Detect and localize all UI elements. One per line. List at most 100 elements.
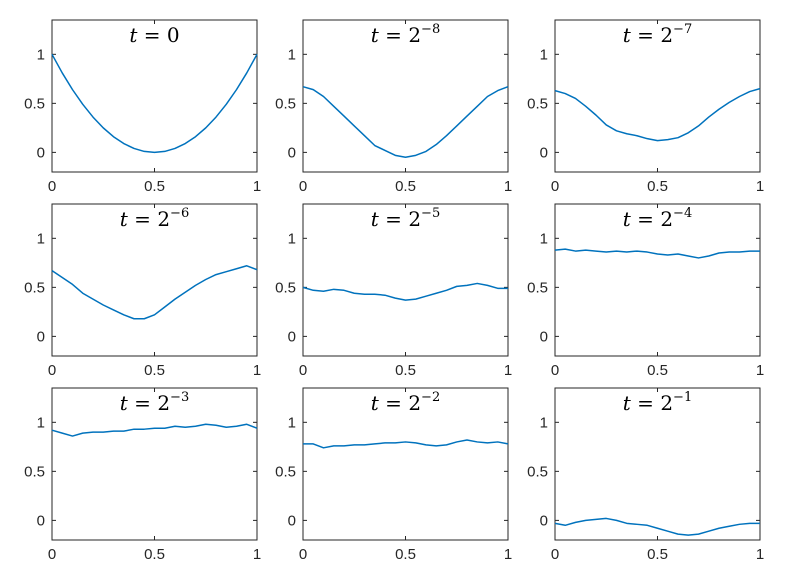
title-variable: t xyxy=(371,391,380,415)
y-tick-label: 0.5 xyxy=(275,95,296,112)
y-tick-label: 1 xyxy=(540,414,548,431)
y-tick-label: 1 xyxy=(288,46,296,63)
series-line xyxy=(302,282,508,301)
y-tick-label: 0 xyxy=(288,512,296,529)
title-exponent: −6 xyxy=(170,206,189,221)
title-exponent: −2 xyxy=(421,390,440,405)
x-tick-label: 0.5 xyxy=(144,178,165,195)
x-tick-label: 1 xyxy=(756,178,764,195)
series-line xyxy=(51,423,258,437)
y-tick-label: 0.5 xyxy=(527,95,548,112)
x-tick-label: 1 xyxy=(756,546,764,563)
y-tick-label: 1 xyxy=(540,230,548,247)
y-tick-label: 0 xyxy=(540,512,548,529)
panel-title: t = 2−4 xyxy=(623,206,692,231)
y-tick-label: 0 xyxy=(37,144,45,161)
y-tick-label: 0.5 xyxy=(527,463,548,480)
x-tick-label: 0.5 xyxy=(647,362,668,379)
y-tick-label: 1 xyxy=(288,230,296,247)
y-tick-label: 0 xyxy=(288,328,296,345)
y-tick-label: 0 xyxy=(288,144,296,161)
y-tick-label: 0 xyxy=(540,144,548,161)
x-tick-label: 1 xyxy=(504,362,512,379)
y-tick-label: 1 xyxy=(37,46,45,63)
panel-9: 0 0.5 1 0 0.5 1 t = 2−1 xyxy=(527,387,764,563)
title-variable: t xyxy=(129,23,138,47)
title-base: 2 xyxy=(157,391,170,415)
title-variable: t xyxy=(623,391,632,415)
panel-title: t = 2−1 xyxy=(623,390,692,415)
title-variable: t xyxy=(120,207,129,231)
panel-title: t = 2−3 xyxy=(120,390,189,415)
title-base: 2 xyxy=(408,391,421,415)
x-tick-label: 1 xyxy=(253,546,261,563)
panel-4: 0 0.5 1 0 0.5 1 t = 2−6 xyxy=(24,203,261,379)
x-tick-label: 0.5 xyxy=(395,362,416,379)
y-tick-label: 0 xyxy=(37,512,45,529)
y-tick-label: 0 xyxy=(540,328,548,345)
x-tick-label: 0 xyxy=(48,546,56,563)
title-equals: = xyxy=(379,23,408,47)
panel-title: t = 2−2 xyxy=(371,390,440,415)
title-base: 2 xyxy=(408,23,421,47)
series-line xyxy=(303,439,509,449)
title-equals: = xyxy=(379,207,408,231)
title-exponent: −5 xyxy=(421,206,440,221)
title-variable: t xyxy=(371,207,380,231)
x-tick-label: 0 xyxy=(551,178,559,195)
y-tick-label: 0.5 xyxy=(24,279,45,296)
title-equals: = xyxy=(631,207,660,231)
title-exponent: −7 xyxy=(673,22,692,37)
x-tick-label: 0.5 xyxy=(647,546,668,563)
x-tick-label: 0.5 xyxy=(395,546,416,563)
y-tick-label: 0.5 xyxy=(275,463,296,480)
x-tick-label: 0 xyxy=(48,178,56,195)
title-base: 2 xyxy=(660,391,673,415)
x-tick-label: 0.5 xyxy=(144,546,165,563)
panel-1: 0 0.5 1 0 0.5 1 t = 0 xyxy=(24,19,261,195)
title-base: 2 xyxy=(408,207,421,231)
title-variable: t xyxy=(623,23,632,47)
title-base: 2 xyxy=(660,23,673,47)
x-tick-label: 0.5 xyxy=(647,178,668,195)
title-variable: t xyxy=(120,391,129,415)
title-equals: = xyxy=(379,391,408,415)
panel-title: t = 0 xyxy=(129,23,179,47)
x-tick-label: 0.5 xyxy=(144,362,165,379)
x-tick-label: 0 xyxy=(551,546,559,563)
x-tick-label: 0 xyxy=(299,546,307,563)
y-tick-label: 0 xyxy=(37,328,45,345)
series-line xyxy=(51,265,258,320)
panel-title: t = 2−8 xyxy=(371,22,440,47)
x-tick-label: 0 xyxy=(48,362,56,379)
series-line xyxy=(554,248,760,259)
title-variable: t xyxy=(623,207,632,231)
title-exponent: −3 xyxy=(170,390,189,405)
x-tick-label: 1 xyxy=(253,178,261,195)
title-variable: t xyxy=(371,23,380,47)
y-tick-label: 1 xyxy=(37,230,45,247)
title-base: 2 xyxy=(157,207,170,231)
title-equals: = xyxy=(631,23,660,47)
series-line xyxy=(554,87,761,142)
title-exponent: −4 xyxy=(673,206,692,221)
panel-7: 0 0.5 1 0 0.5 1 t = 2−3 xyxy=(24,387,261,563)
title-base: 2 xyxy=(660,207,673,231)
x-tick-label: 1 xyxy=(504,546,512,563)
panel-8: 0 0.5 1 0 0.5 1 t = 2−2 xyxy=(275,387,512,563)
title-equals: = xyxy=(137,23,166,47)
y-tick-label: 1 xyxy=(288,414,296,431)
y-tick-label: 0.5 xyxy=(275,279,296,296)
y-tick-label: 1 xyxy=(540,46,548,63)
panel-6: 0 0.5 1 0 0.5 1 t = 2−4 xyxy=(527,203,764,379)
panel-title: t = 2−5 xyxy=(371,206,440,231)
title-equals: = xyxy=(631,391,660,415)
series-line xyxy=(554,517,760,536)
title-exponent: −8 xyxy=(421,22,440,37)
panel-title: t = 2−7 xyxy=(623,22,692,47)
series-line xyxy=(51,53,258,154)
series-line xyxy=(302,85,509,159)
x-tick-label: 0 xyxy=(299,362,307,379)
x-tick-label: 1 xyxy=(253,362,261,379)
